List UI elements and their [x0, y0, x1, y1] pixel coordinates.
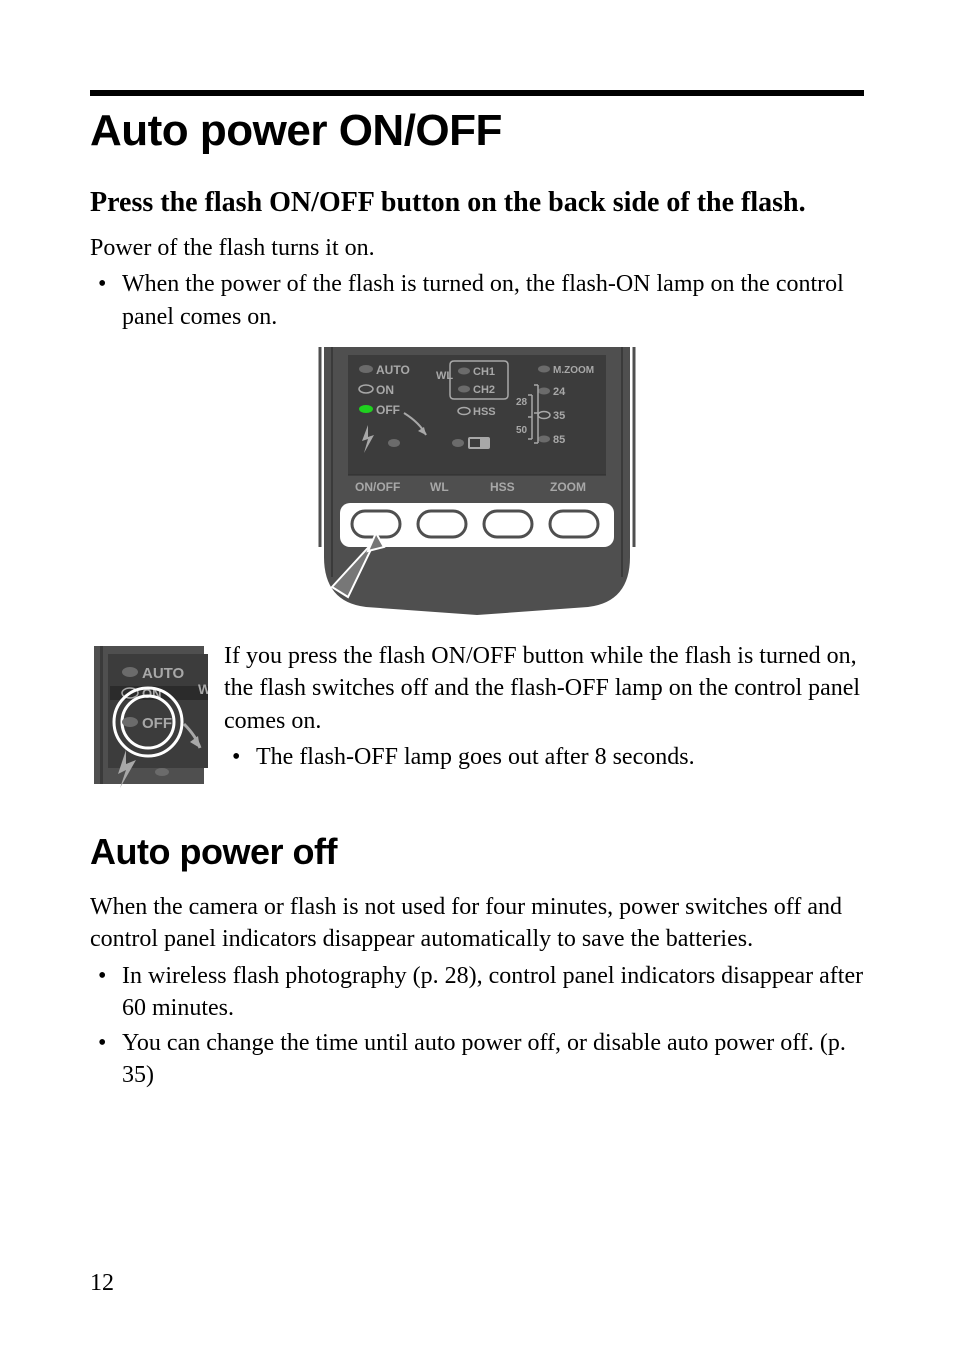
panel-label-35: 35 — [553, 410, 565, 422]
panel-btnlabel-hss: HSS — [490, 480, 515, 494]
page-number: 12 — [90, 1270, 114, 1297]
bullet-flash-on-lamp: When the power of the flash is turned on… — [90, 268, 864, 333]
lead-instruction: Press the flash ON/OFF button on the bac… — [90, 184, 864, 222]
panel-btnlabel-onoff: ON/OFF — [355, 480, 400, 494]
panel-label-mzoom: M.ZOOM — [553, 365, 594, 376]
panel-label-off: OFF — [376, 403, 400, 417]
thumb-label-off: OFF — [142, 715, 172, 732]
panel-label-wl: WL — [436, 370, 453, 382]
panel-label-hss: HSS — [473, 406, 496, 418]
svg-text:W: W — [198, 681, 208, 697]
body-off-explain: If you press the flash ON/OFF button whi… — [224, 640, 864, 737]
control-panel-figure: AUTO ON OFF WL CH1 CH2 — [318, 347, 636, 622]
panel-label-ch1: CH1 — [473, 366, 495, 378]
section2-para: When the camera or flash is not used for… — [90, 891, 864, 956]
bullet-change-timeout: You can change the time until auto power… — [90, 1027, 864, 1092]
panel-label-auto: AUTO — [376, 363, 410, 377]
panel-label-24: 24 — [553, 386, 566, 398]
section-rule — [90, 90, 864, 96]
thumb-label-auto: AUTO — [142, 665, 185, 682]
off-lamp-thumb: AUTO ON OFF W — [90, 640, 208, 795]
panel-num-28: 28 — [516, 397, 528, 408]
panel-button-wl — [418, 511, 466, 537]
section2-title: Auto power off — [90, 831, 864, 873]
bullet-wireless-60min: In wireless flash photography (p. 28), c… — [90, 960, 864, 1025]
panel-btnlabel-wl: WL — [430, 480, 449, 494]
panel-label-ch2: CH2 — [473, 384, 495, 396]
panel-num-50: 50 — [516, 425, 528, 436]
bullet-off-lamp-timeout: The flash-OFF lamp goes out after 8 seco… — [224, 741, 864, 773]
section-title: Auto power ON/OFF — [90, 106, 864, 156]
panel-button-zoom — [550, 511, 598, 537]
panel-button-hss — [484, 511, 532, 537]
panel-btnlabel-zoom: ZOOM — [550, 480, 586, 494]
body-line-1: Power of the flash turns it on. — [90, 232, 864, 264]
panel-label-on: ON — [376, 383, 394, 397]
panel-label-85: 85 — [553, 434, 565, 446]
